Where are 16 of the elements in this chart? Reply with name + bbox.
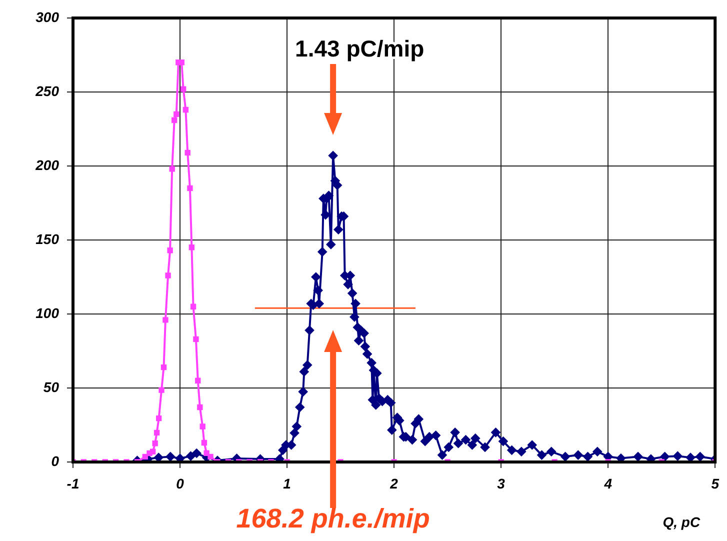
x-tick-label: -1 <box>66 475 80 492</box>
x-tick-label: 1 <box>283 475 292 492</box>
y-tick-label: 300 <box>36 8 60 25</box>
x-tick-label: 4 <box>603 475 612 492</box>
y-tick-label: 200 <box>34 156 60 173</box>
x-axis-title: Q, pC <box>662 514 701 530</box>
y-tick-label: 100 <box>36 304 60 321</box>
y-tick-label: 250 <box>34 82 60 99</box>
y-tick-label: 150 <box>36 230 60 247</box>
y-tick-label: 0 <box>51 452 60 469</box>
x-tick-label: 0 <box>176 475 184 492</box>
x-tick-label: 3 <box>497 475 506 492</box>
text: 168.2 ph.e./mip <box>236 503 430 534</box>
y-tick-label: 50 <box>43 378 60 395</box>
x-tick-label: 2 <box>389 475 398 492</box>
x-tick-label: 5 <box>711 475 720 492</box>
